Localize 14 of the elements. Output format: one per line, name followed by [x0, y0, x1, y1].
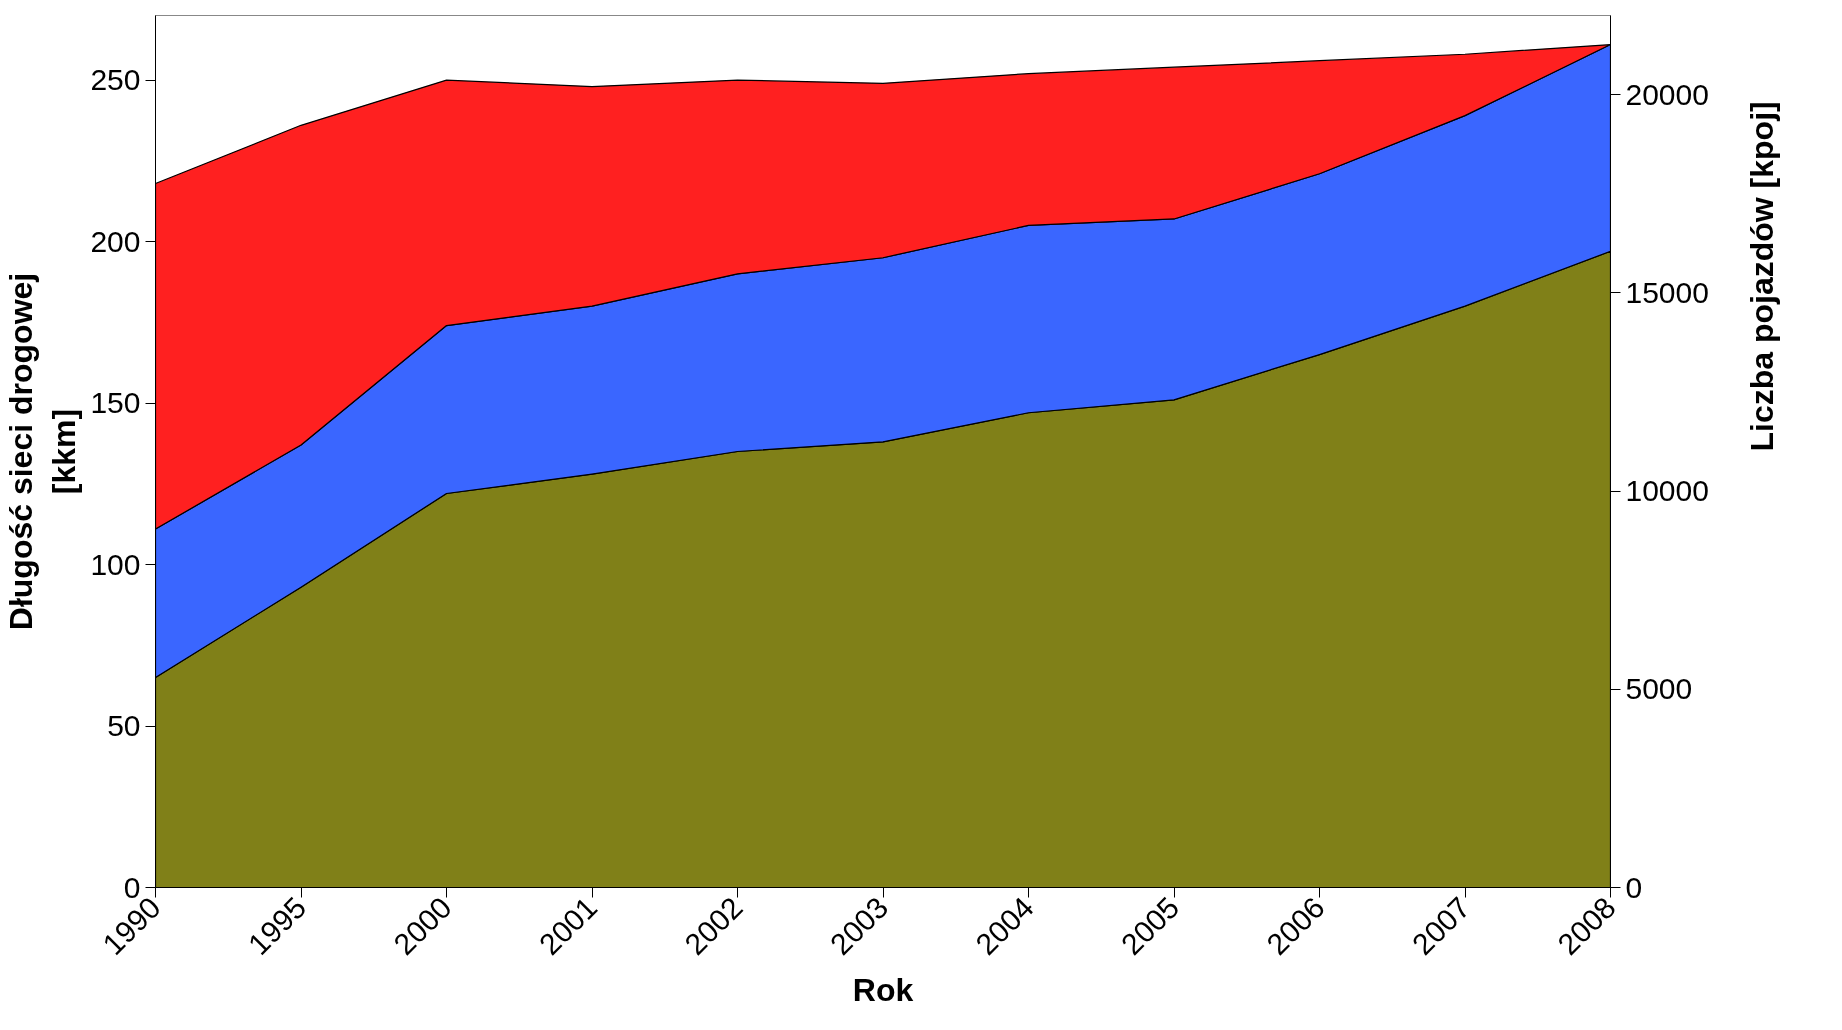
y-tick-label: 100 — [90, 547, 141, 581]
y-tick-label: 50 — [107, 709, 141, 743]
y2-axis-title: Liczba pojazdów [kpoj] — [1743, 101, 1780, 452]
y-axis-title: Długość sieci drogowej [kkm] — [3, 272, 83, 631]
y2-tick-label: 15000 — [1625, 275, 1709, 309]
y2-tick-label: 0 — [1625, 870, 1643, 904]
y2-tick-label: 5000 — [1625, 672, 1693, 706]
y-tick-label: 200 — [90, 224, 141, 258]
x-axis-title: Rok — [852, 971, 914, 1008]
y2-tick-label: 20000 — [1625, 77, 1709, 111]
y-tick-label: 150 — [90, 386, 141, 420]
y-tick-label: 250 — [90, 63, 141, 97]
y2-tick-label: 10000 — [1625, 474, 1709, 508]
y-tick-label: 0 — [123, 870, 141, 904]
